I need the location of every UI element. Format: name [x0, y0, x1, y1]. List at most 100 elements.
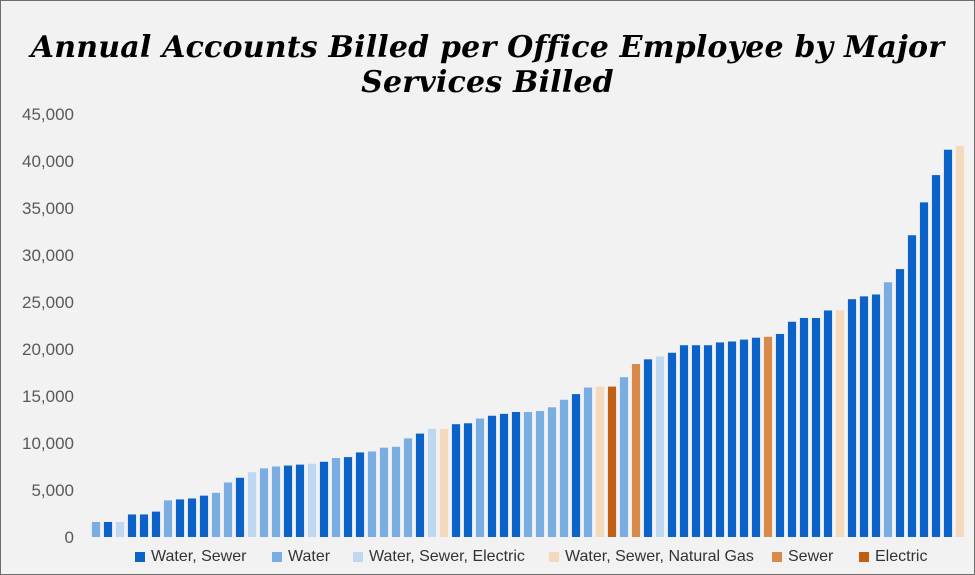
bar — [211, 492, 221, 537]
bar — [751, 337, 761, 537]
bar — [103, 521, 113, 537]
bar — [583, 387, 593, 537]
bar — [895, 269, 905, 537]
bar — [151, 511, 161, 537]
legend: Water, Sewer Water Water, Sewer, Electric W… — [0, 546, 975, 568]
bar — [475, 418, 485, 537]
bar — [463, 423, 473, 537]
y-tick-label: 35,000 — [22, 199, 74, 218]
bar — [187, 498, 197, 537]
bar — [319, 461, 329, 537]
bar — [283, 465, 293, 537]
bar — [799, 317, 809, 537]
bar — [499, 413, 509, 537]
bar — [763, 336, 773, 537]
bar — [535, 411, 545, 537]
bar — [199, 495, 209, 537]
bar — [115, 521, 125, 537]
bar — [871, 294, 881, 537]
bar — [907, 235, 917, 537]
legend-item: Water, Sewer — [135, 546, 246, 568]
bar — [703, 345, 713, 537]
bar — [787, 321, 797, 537]
legend-item: Water — [272, 546, 330, 568]
legend-swatch — [549, 552, 559, 562]
bar — [739, 339, 749, 537]
bar — [295, 464, 305, 537]
bar — [667, 352, 677, 537]
bar — [487, 415, 497, 537]
chart-title: Annual Accounts Billed per Office Employ… — [30, 30, 945, 100]
bar — [607, 386, 617, 537]
bar — [331, 458, 341, 537]
bar — [619, 377, 629, 537]
bar — [847, 299, 857, 537]
bar — [91, 521, 101, 537]
legend-label: Water, Sewer, Natural Gas — [565, 548, 754, 565]
bar — [595, 386, 605, 537]
legend-label: Sewer — [788, 548, 834, 565]
legend-swatch — [772, 552, 782, 562]
bar — [679, 345, 689, 537]
legend-swatch — [272, 552, 282, 562]
bar — [343, 457, 353, 537]
bar — [139, 514, 149, 537]
bar — [511, 411, 521, 537]
bar — [247, 472, 257, 537]
y-tick-label: 10,000 — [22, 434, 74, 453]
bar — [391, 446, 401, 537]
bar — [655, 356, 665, 537]
bars — [91, 145, 965, 538]
bar — [163, 500, 173, 537]
legend-swatch — [859, 552, 869, 562]
bar — [415, 433, 425, 537]
bar — [367, 451, 377, 537]
bar — [631, 364, 641, 537]
bar — [547, 407, 557, 537]
legend-swatch — [135, 552, 145, 562]
y-tick-label: 25,000 — [22, 293, 74, 312]
bar — [943, 149, 953, 537]
bar — [523, 411, 533, 537]
legend-item: Water, Sewer, Electric — [353, 546, 525, 568]
bar — [715, 342, 725, 537]
y-tick-label: 45,000 — [22, 105, 74, 124]
bar — [127, 514, 137, 537]
y-tick-label: 5,000 — [31, 481, 74, 500]
y-tick-label: 40,000 — [22, 152, 74, 171]
legend-swatch — [353, 552, 363, 562]
y-axis: 0 5,000 10,000 15,000 20,000 25,000 30,000 35,0… — [22, 105, 74, 547]
legend-item: Water, Sewer, Natural Gas — [549, 546, 754, 568]
bar — [811, 317, 821, 537]
bar — [259, 468, 269, 537]
y-tick-label: 0 — [65, 528, 74, 547]
bar — [235, 477, 245, 537]
bar — [451, 424, 461, 537]
bar — [727, 341, 737, 537]
bar — [355, 452, 365, 537]
legend-item: Sewer — [772, 546, 833, 568]
bar — [643, 359, 653, 537]
bar — [271, 466, 281, 537]
bar — [883, 282, 893, 537]
bar — [403, 438, 413, 537]
bar — [571, 394, 581, 537]
legend-label: Electric — [875, 548, 928, 565]
bar — [919, 202, 929, 538]
legend-label: Water — [288, 548, 331, 565]
bar — [223, 482, 233, 537]
bar — [559, 399, 569, 537]
legend-label: Water, Sewer — [151, 548, 247, 565]
bar — [439, 428, 449, 537]
y-tick-label: 30,000 — [22, 246, 74, 265]
y-tick-label: 20,000 — [22, 340, 74, 359]
bar — [835, 310, 845, 537]
bar — [823, 310, 833, 537]
legend-item: Electric — [859, 546, 927, 568]
bar — [931, 175, 941, 537]
bar — [307, 463, 317, 537]
y-tick-label: 15,000 — [22, 387, 74, 406]
bar — [427, 428, 437, 537]
bar — [379, 447, 389, 537]
